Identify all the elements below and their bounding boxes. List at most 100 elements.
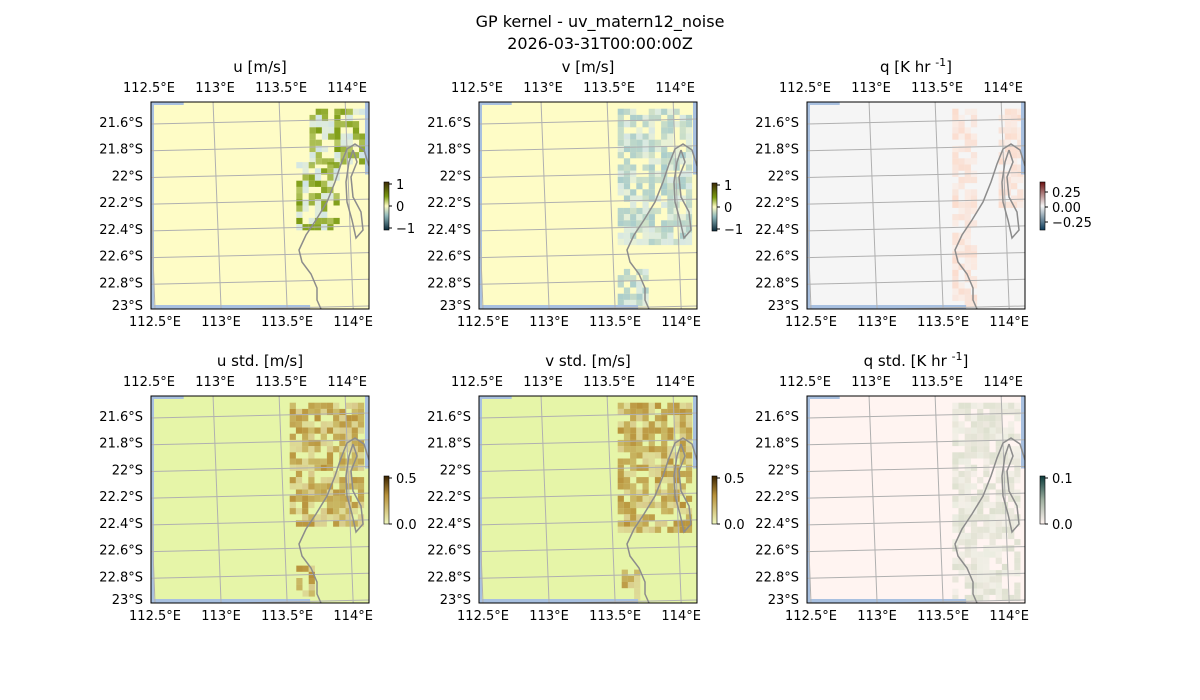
heatmap-cell bbox=[685, 402, 693, 409]
lon-tick-label-bottom: 112.5°E bbox=[785, 609, 837, 624]
grid-parallel bbox=[151, 439, 369, 446]
lat-tick-label: 22.2°S bbox=[755, 196, 799, 211]
heatmap-cell bbox=[623, 470, 631, 478]
heatmap-cell bbox=[958, 294, 965, 301]
heatmap-cell bbox=[995, 439, 1002, 447]
grid-meridian bbox=[1000, 396, 1010, 603]
heatmap-cell bbox=[1008, 433, 1015, 440]
grid-meridian bbox=[151, 486, 156, 603]
heatmap-cell bbox=[630, 439, 637, 447]
heatmap-cell bbox=[989, 452, 996, 459]
heatmap-cell bbox=[667, 164, 674, 171]
heatmap-cell bbox=[667, 220, 674, 227]
heatmap-cell bbox=[673, 121, 680, 128]
heatmap-cell bbox=[970, 294, 978, 301]
lon-tick-label-top: 113.5°E bbox=[255, 375, 307, 390]
lon-tick-label-top: 112.5°E bbox=[451, 375, 503, 390]
heatmap-cell bbox=[623, 501, 631, 509]
heatmap-cell bbox=[309, 133, 316, 140]
panel-title: u std. [m/s] bbox=[217, 352, 303, 370]
heatmap-cell bbox=[357, 452, 365, 459]
heatmap-cell bbox=[654, 176, 662, 184]
heatmap-cell bbox=[315, 158, 322, 165]
heatmap-cell bbox=[958, 439, 965, 447]
heatmap-cell bbox=[302, 433, 309, 440]
heatmap-cell bbox=[964, 433, 971, 440]
heatmap-cell bbox=[685, 427, 693, 434]
colorbar-tick-label: 0.1 bbox=[1052, 472, 1073, 487]
heatmap-cell bbox=[989, 551, 996, 558]
heatmap-cell bbox=[630, 458, 637, 465]
heatmap-cell bbox=[289, 495, 296, 502]
heatmap-cell bbox=[289, 433, 296, 440]
lat-tick-label: 22°S bbox=[768, 463, 799, 478]
heatmap-cell bbox=[958, 164, 965, 171]
lon-tick-label-bottom: 113.5°E bbox=[589, 315, 641, 330]
heatmap-cell bbox=[685, 408, 693, 416]
heatmap-cell bbox=[630, 501, 637, 509]
heatmap-cell bbox=[1008, 508, 1015, 515]
heatmap-cell bbox=[630, 408, 637, 416]
heatmap-cell bbox=[333, 433, 340, 440]
field-background bbox=[479, 102, 697, 309]
peninsula-outline bbox=[345, 149, 364, 240]
heatmap-cell bbox=[661, 458, 668, 465]
grid-parallel bbox=[807, 572, 1025, 579]
heatmap-cell bbox=[964, 158, 971, 165]
heatmap-cell bbox=[989, 539, 996, 546]
heatmap-cell bbox=[958, 483, 965, 490]
heatmap-cell bbox=[302, 180, 309, 187]
heatmap-cell bbox=[320, 458, 327, 465]
heatmap-cell bbox=[685, 220, 693, 227]
ocean-edge-left bbox=[479, 102, 482, 309]
heatmap-cell bbox=[958, 539, 965, 546]
heatmap-cell bbox=[685, 458, 693, 465]
heatmap-cell bbox=[648, 183, 655, 190]
lon-tick-label-top: 113.5°E bbox=[583, 375, 635, 390]
heatmap-cell bbox=[964, 545, 971, 552]
heatmap-cell bbox=[295, 483, 303, 490]
heatmap-cell bbox=[630, 483, 637, 490]
heatmap-cell bbox=[983, 495, 990, 502]
heatmap-cell bbox=[1001, 594, 1009, 602]
heatmap-cell bbox=[970, 220, 978, 227]
heatmap-cell bbox=[983, 501, 990, 509]
heatmap-cell bbox=[1008, 514, 1015, 521]
heatmap-cell bbox=[1001, 446, 1009, 453]
heatmap-cell bbox=[977, 570, 984, 577]
heatmap-cell bbox=[346, 121, 353, 128]
heatmap-cell bbox=[636, 152, 643, 159]
heatmap-cell bbox=[630, 214, 637, 221]
grid-parallel bbox=[151, 198, 369, 205]
heatmap-cell bbox=[326, 452, 334, 459]
heatmap-cell bbox=[1001, 520, 1009, 527]
heatmap-cell bbox=[983, 439, 990, 447]
heatmap-cell bbox=[351, 427, 358, 434]
heatmap-cell bbox=[333, 501, 340, 509]
heatmap-cell bbox=[321, 199, 328, 206]
heatmap-cell bbox=[983, 446, 990, 453]
lon-tick-label-bottom: 112.5°E bbox=[785, 315, 837, 330]
heatmap-cell bbox=[623, 195, 631, 202]
grid-parallel bbox=[151, 492, 369, 499]
colorbar-tick-label: 0.0 bbox=[1052, 518, 1073, 533]
heatmap-cell bbox=[623, 526, 631, 533]
colorbar-tick-label: −1 bbox=[724, 223, 743, 238]
grid-parallel bbox=[151, 412, 369, 419]
heatmap-cell bbox=[970, 251, 978, 258]
heatmap-cell bbox=[970, 545, 978, 552]
heatmap-cell bbox=[964, 294, 971, 301]
heatmap-cell bbox=[989, 532, 996, 540]
ocean-edge-bottom bbox=[807, 599, 967, 603]
heatmap-cell bbox=[339, 495, 346, 502]
heatmap-cell bbox=[339, 464, 346, 471]
heatmap-cell bbox=[1008, 421, 1015, 428]
heatmap-cell bbox=[634, 588, 641, 595]
grid-parallel bbox=[807, 145, 1025, 152]
heatmap-cell bbox=[970, 520, 978, 527]
heatmap-cell bbox=[661, 477, 668, 484]
heatmap-cell bbox=[964, 439, 971, 447]
lon-tick-label-top: 113.5°E bbox=[583, 81, 635, 96]
heatmap-cell bbox=[1017, 152, 1024, 159]
heatmap-cell bbox=[320, 495, 327, 502]
